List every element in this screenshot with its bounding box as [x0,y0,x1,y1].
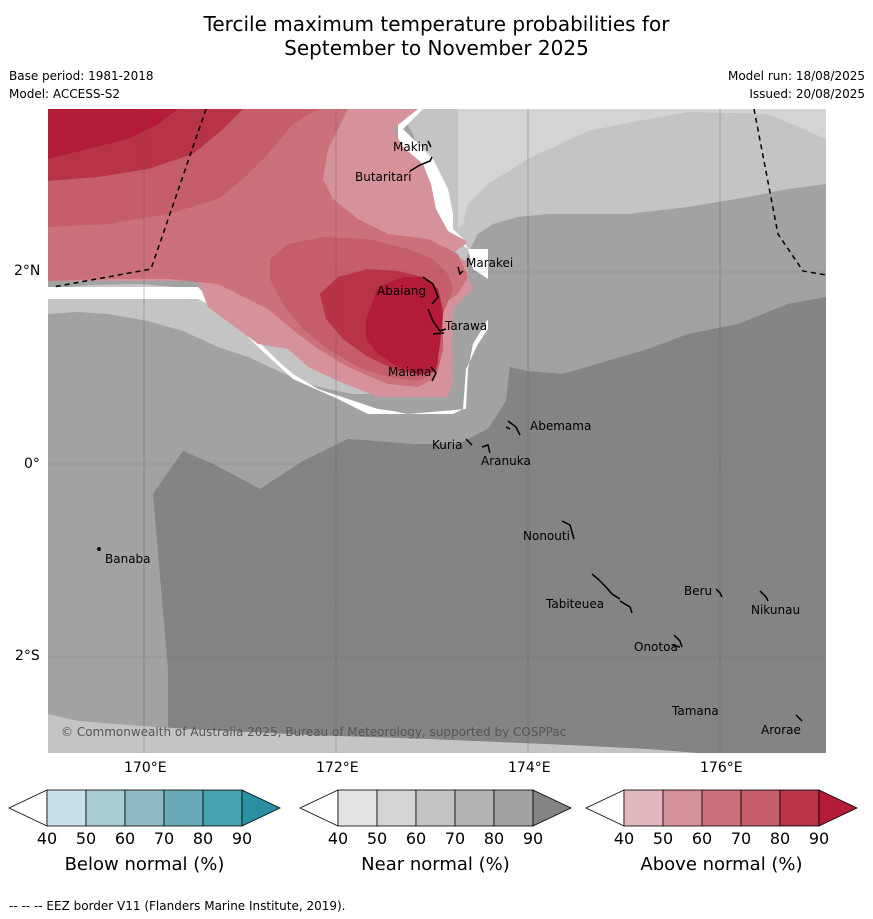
map-title: Tercile maximum temperature probabilitie… [0,12,873,60]
colorbar-segment [337,789,378,827]
colorbars: 40 50 60 70 80 90 Below normal (%) 40 50 60 70 80 9… [8,789,858,875]
colorbar-above-normal: 40 50 60 70 80 90 Above normal (%) [585,789,858,875]
colorbar-tick-label: 80 [484,829,504,848]
colorbar-segment [85,789,126,827]
label-beru: Beru [684,584,712,598]
colorbar-segment [415,789,456,827]
colorbar-tick-label: 50 [76,829,96,848]
label-maiana: Maiana [388,365,431,379]
colorbar-segment [163,789,204,827]
label-arorae: Arorae [761,723,801,737]
label-butaritari: Butaritari [355,170,412,184]
colorbar-tick-label: 90 [809,829,829,848]
issued-date: Issued: 20/08/2025 [749,87,865,101]
colorbar-extend-high [532,789,572,827]
colorbar-segment [493,789,534,827]
label-aranuka: Aranuka [481,454,531,468]
colorbar-segment [376,789,417,827]
eez-border [52,109,826,288]
colorbar-extend-low [299,789,339,827]
label-tabiteuea: Tabiteuea [545,597,604,611]
colorbar-tick-label: 70 [445,829,465,848]
model-name: Model: ACCESS-S2 [9,87,121,101]
colorbar-extend-high [818,789,858,827]
colorbar-tick-label: 60 [406,829,426,848]
label-nikunau: Nikunau [751,603,800,617]
above-normal-90-region [48,109,178,159]
colorbar-segment [124,789,165,827]
island-outlines [97,140,803,722]
colorbar-segment [779,789,820,827]
colorbar-title: Above normal (%) [640,854,802,875]
colorbar-segment [46,789,87,827]
colorbar-tick-label: 40 [37,829,57,848]
colorbar-below-normal: 40 50 60 70 80 90 Below normal (%) [8,789,281,875]
label-tamana: Tamana [671,704,719,718]
label-abemama: Abemama [530,419,591,433]
label-banaba: Banaba [105,552,151,566]
label-makin: Makin [393,140,429,154]
colorbar-title: Near normal (%) [361,854,510,875]
eez-footnote: -- -- -- EEZ border V11 (Flanders Marine… [9,899,346,913]
label-abaiang: Abaiang [377,284,426,298]
lat-label-2n: 2°N [14,263,41,279]
colorbar-segment [701,789,742,827]
colorbar-title: Below normal (%) [65,854,225,875]
graticule [48,109,826,753]
colorbar-tick-label: 40 [328,829,348,848]
colorbar-segment [740,789,781,827]
title-line-2: September to November 2025 [284,36,589,60]
label-kuria: Kuria [432,438,463,452]
lon-label-170e: 170°E [124,760,167,776]
lat-label-0: 0° [24,456,40,472]
colorbar-tick-label: 90 [232,829,252,848]
colorbar-tick-label: 80 [193,829,213,848]
colorbar-tick-label: 50 [367,829,387,848]
colorbar-extend-low [585,789,625,827]
title-line-1: Tercile maximum temperature probabilitie… [203,12,670,36]
model-run: Model run: 18/08/2025 [727,69,865,83]
copyright-notice: © Commonwealth of Australia 2025, Bureau… [61,725,566,739]
colorbar-tick-label: 70 [154,829,174,848]
label-marakei: Marakei [466,256,513,270]
white-threshold-band [48,109,488,414]
label-tarawa: Tarawa [444,319,487,333]
label-nonouti: Nonouti [523,529,570,543]
label-onotoa: Onotoa [634,640,678,654]
probability-map: Makin Butaritari Marakei Abaiang Tarawa … [48,109,826,753]
colorbar-tick-label: 80 [770,829,790,848]
base-period: Base period: 1981-2018 [9,69,154,83]
colorbar-tick-label: 40 [614,829,634,848]
colorbar-tick-label: 60 [115,829,135,848]
lat-label-2s: 2°S [15,648,40,664]
colorbar-near-normal: 40 50 60 70 80 90 Near normal (%) [299,789,572,875]
colorbar-segment [454,789,495,827]
colorbar-segment [662,789,703,827]
lon-label-174e: 174°E [508,760,551,776]
lon-label-172e: 172°E [316,760,359,776]
colorbar-extend-low [8,789,48,827]
colorbar-tick-label: 90 [523,829,543,848]
colorbar-segment [202,789,243,827]
colorbar-tick-label: 70 [731,829,751,848]
colorbar-tick-label: 50 [653,829,673,848]
colorbar-extend-high [241,789,281,827]
colorbar-tick-label: 60 [692,829,712,848]
colorbar-segment [623,789,664,827]
lon-label-176e: 176°E [700,760,743,776]
